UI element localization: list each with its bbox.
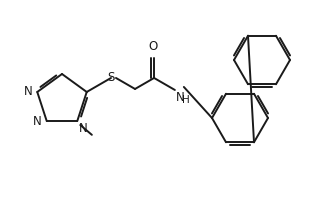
Text: H: H — [182, 95, 190, 105]
Text: O: O — [148, 40, 157, 53]
Text: N: N — [176, 91, 185, 104]
Text: N: N — [24, 85, 32, 98]
Text: N: N — [79, 122, 88, 135]
Text: N: N — [33, 115, 42, 128]
Text: S: S — [107, 72, 115, 84]
